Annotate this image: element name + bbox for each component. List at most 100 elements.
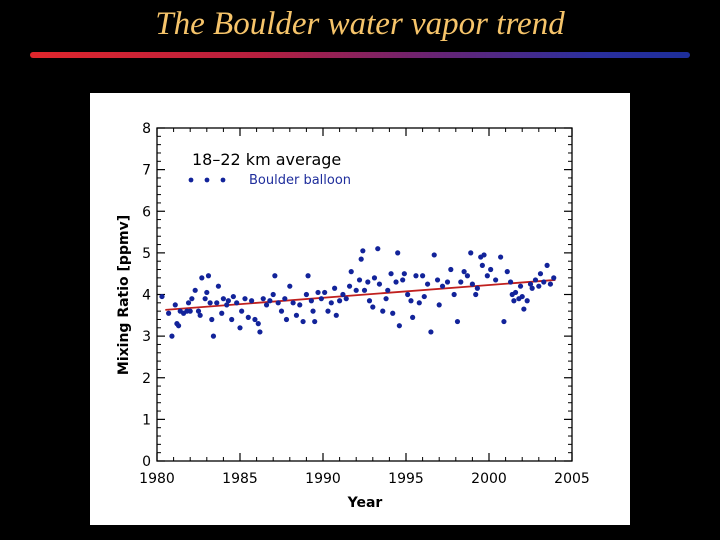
y-tick-label: 6 [142, 204, 151, 220]
data-point [219, 310, 225, 316]
data-point [187, 308, 193, 314]
data-point [488, 266, 494, 273]
data-point [287, 283, 293, 289]
data-point [356, 277, 363, 283]
data-point [464, 273, 471, 279]
data-point [207, 300, 213, 306]
data-point [454, 318, 461, 325]
data-point [393, 279, 399, 285]
data-point [189, 296, 195, 302]
y-tick-label: 2 [142, 371, 151, 387]
data-point [468, 250, 474, 256]
data-point [401, 271, 407, 277]
data-point [293, 312, 300, 318]
data-point [366, 298, 373, 304]
data-point [527, 281, 534, 287]
data-point [225, 298, 231, 304]
data-point [220, 296, 226, 302]
data-point [224, 302, 230, 308]
data-point [360, 248, 366, 254]
data-point [424, 281, 431, 287]
data-point [346, 283, 353, 289]
data-point [245, 314, 251, 320]
data-point [159, 293, 165, 300]
data-point [257, 329, 263, 335]
data-point [436, 302, 442, 308]
data-point [300, 318, 306, 325]
data-point [551, 275, 557, 281]
x-tick-label: 1980 [139, 471, 175, 487]
x-tick-label: 2000 [471, 471, 507, 487]
data-point [370, 304, 376, 310]
data-point [312, 318, 318, 325]
data-point [290, 300, 296, 306]
data-point [517, 283, 524, 289]
data-point [408, 298, 414, 304]
data-point [416, 300, 422, 306]
data-point [239, 308, 245, 314]
data-point [481, 252, 487, 258]
data-point [544, 262, 550, 268]
data-point [474, 285, 480, 291]
data-point [547, 281, 554, 287]
data-point [205, 273, 212, 279]
trend-layer [165, 279, 556, 311]
data-point [521, 306, 527, 312]
legend-marker [220, 177, 226, 183]
data-point [375, 246, 381, 252]
data-point [230, 293, 236, 300]
data-point [169, 333, 175, 339]
data-point [272, 273, 278, 279]
y-tick-label: 0 [142, 454, 151, 470]
trend-line [165, 279, 556, 311]
x-tick-label: 1985 [222, 471, 258, 487]
slide-title: The Boulder water vapor trend [155, 6, 565, 42]
data-point [204, 289, 210, 296]
data-point [479, 262, 485, 268]
data-point [493, 277, 499, 283]
data-point [532, 277, 539, 283]
chart-panel: 1980 1985 1990 1995 2000 2005 0 1 2 3 4 5 6 7 8 18–22 … [90, 93, 630, 525]
data-point [260, 296, 266, 302]
data-point [332, 285, 338, 291]
data-point [283, 316, 290, 323]
x-tick-label: 1990 [305, 471, 341, 487]
data-point [297, 302, 303, 308]
y-tick-label: 7 [142, 163, 151, 179]
data-point [461, 269, 467, 275]
data-point [166, 310, 172, 316]
legend-marker [188, 177, 194, 183]
data-point [420, 273, 426, 279]
data-point [365, 279, 371, 285]
x-axis-label: Year [347, 495, 383, 511]
y-tick-label: 5 [142, 246, 151, 262]
data-point [322, 289, 328, 296]
data-point [333, 312, 339, 318]
title-divider [30, 52, 690, 58]
data-point [439, 283, 446, 289]
data-point [263, 302, 270, 308]
data-point [255, 321, 261, 327]
data-point [405, 291, 411, 298]
data-point [388, 271, 394, 277]
data-point [340, 291, 346, 298]
data-point [444, 279, 451, 285]
data-point [310, 308, 316, 314]
data-point [234, 300, 240, 306]
data-point [215, 283, 222, 289]
data-point [385, 287, 391, 293]
scatter-chart: 1980 1985 1990 1995 2000 2005 0 1 2 3 4 5 6 7 8 18–22 … [116, 121, 590, 511]
data-point [325, 308, 331, 314]
data-point [192, 287, 198, 293]
data-point [431, 252, 437, 258]
data-point [209, 316, 215, 323]
data-point [380, 308, 386, 314]
x-tick-label: 2005 [554, 471, 590, 487]
data-point [199, 275, 205, 281]
axes-layer: 1980 1985 1990 1995 2000 2005 0 1 2 3 4 5 6 7 8 [139, 121, 590, 487]
data-point [537, 271, 544, 277]
data-point [458, 279, 464, 285]
data-point [318, 296, 324, 302]
data-point [185, 300, 192, 306]
data-point [413, 273, 419, 279]
